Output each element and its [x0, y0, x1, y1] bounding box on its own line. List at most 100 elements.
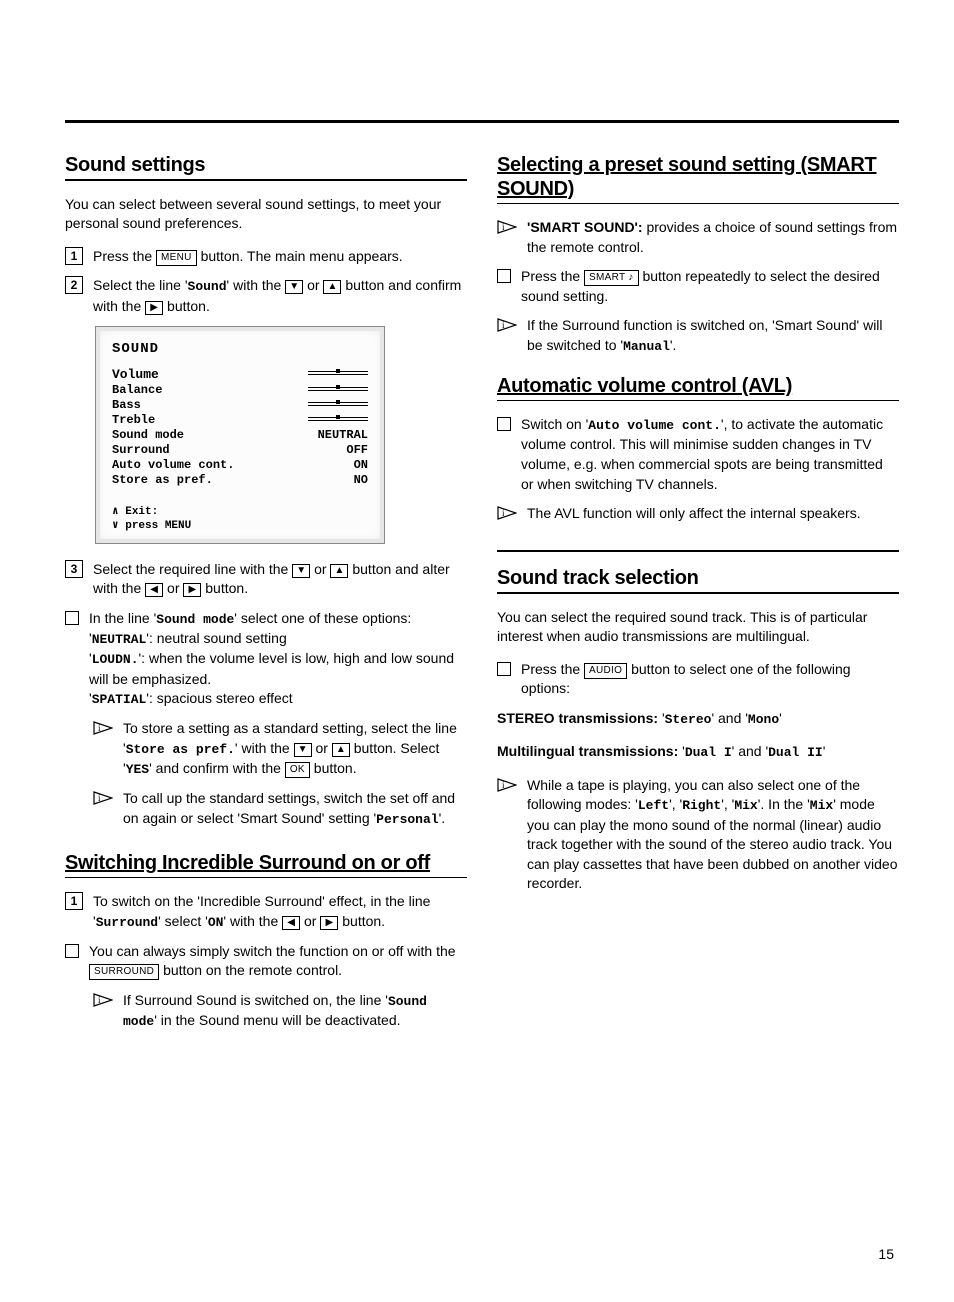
- avl-switch: Switch on 'Auto volume cont.', to activa…: [497, 415, 899, 494]
- mono: Dual I: [685, 745, 732, 760]
- mono: Mix: [810, 798, 833, 813]
- right-arrow-icon: ▶: [320, 916, 338, 930]
- text: ' and ': [711, 710, 747, 726]
- slider-icon: [308, 371, 368, 375]
- up-arrow-icon: ▲: [330, 564, 348, 578]
- text: ' with the: [235, 740, 294, 756]
- text: button.: [310, 760, 357, 776]
- down-arrow-icon: ▼: [294, 743, 312, 757]
- text: If Surround Sound is switched on, the li…: [123, 992, 388, 1008]
- mono: Store as pref.: [126, 742, 235, 757]
- rule: [497, 550, 899, 552]
- text: or: [310, 561, 330, 577]
- text: If the Surround function is switched on,…: [527, 316, 899, 356]
- bold: STEREO transmissions:: [497, 710, 662, 726]
- text: Select the line ': [93, 277, 188, 293]
- osd-row: SurroundOFF: [112, 443, 368, 458]
- osd-label: Surround: [112, 443, 170, 458]
- text: Select the required line with the: [93, 561, 292, 577]
- multi-line: Multilingual transmissions: 'Dual I' and…: [497, 742, 899, 762]
- heading-sound-settings: Sound settings: [65, 153, 467, 177]
- step-number: 1: [65, 247, 83, 265]
- text: or: [163, 580, 183, 596]
- rule: [497, 400, 899, 401]
- page-top-rule: [65, 120, 899, 123]
- heading-smart-sound: Selecting a preset sound setting (SMART …: [497, 153, 899, 201]
- mono: Mix: [734, 798, 757, 813]
- text: Press the: [93, 248, 156, 264]
- text: button.: [201, 580, 248, 596]
- step-number: 3: [65, 560, 83, 578]
- left-arrow-icon: ◀: [145, 583, 163, 597]
- osd-footer: ∧ Exit: ∨ press MENU: [112, 506, 368, 532]
- info-icon: i: [93, 720, 113, 736]
- osd-label: Volume: [112, 367, 159, 383]
- soundtrack-intro: You can select the required sound track.…: [497, 608, 899, 646]
- surround-tip: i If Surround Sound is switched on, the …: [93, 991, 467, 1031]
- osd-label: Auto volume cont.: [112, 458, 234, 473]
- osd-value: NO: [354, 473, 368, 488]
- osd-label: Bass: [112, 398, 141, 413]
- soundtrack-press: Press the AUDIO button to select one of …: [497, 660, 899, 699]
- rule: [65, 877, 467, 878]
- mono: YES: [126, 762, 149, 777]
- osd-foot1: ∧ Exit:: [112, 506, 368, 519]
- avl-tip: i The AVL function will only affect the …: [497, 504, 899, 524]
- tape-tip: i While a tape is playing, you can also …: [497, 776, 899, 894]
- text: While a tape is playing, you can also se…: [527, 776, 899, 894]
- text: To switch on the 'Incredible Surround' e…: [93, 892, 467, 932]
- text: or: [300, 913, 320, 929]
- mono: LOUDN.: [92, 652, 139, 667]
- rule: [497, 592, 899, 594]
- osd-label: Balance: [112, 383, 162, 398]
- osd-row: Store as pref.NO: [112, 473, 368, 488]
- up-arrow-icon: ▲: [323, 280, 341, 294]
- osd-screen: SOUND VolumeBalanceBassTrebleSound modeN…: [95, 326, 385, 544]
- text: ': [779, 710, 782, 726]
- mono: Manual: [623, 339, 670, 354]
- rule: [65, 179, 467, 181]
- mono: SPATIAL: [92, 692, 147, 707]
- text: ', ': [721, 796, 734, 812]
- step-text: Select the line 'Sound' with the ▼ or ▲ …: [93, 276, 467, 316]
- rule: [497, 203, 899, 204]
- left-arrow-icon: ◀: [282, 916, 300, 930]
- heading-soundtrack: Sound track selection: [497, 566, 899, 590]
- menu-button-label: MENU: [156, 250, 197, 266]
- heading-avl: Automatic volume control (AVL): [497, 374, 899, 398]
- mono: ON: [208, 915, 224, 930]
- checkbox-icon: [497, 269, 511, 283]
- right-arrow-icon: ▶: [145, 301, 163, 315]
- text: You can always simply switch the functio…: [89, 942, 467, 981]
- smart-sound-info: i 'SMART SOUND': provides a choice of so…: [497, 218, 899, 257]
- text: or: [303, 277, 323, 293]
- text: '.: [670, 337, 677, 353]
- text: If the Surround function is switched on,…: [527, 317, 883, 353]
- text: ': neutral sound setting: [146, 630, 286, 646]
- page-number: 15: [878, 1246, 894, 1262]
- text: If Surround Sound is switched on, the li…: [123, 991, 467, 1031]
- step-text: Press the MENU button. The main menu app…: [93, 247, 467, 267]
- down-arrow-icon: ▼: [285, 280, 303, 294]
- mono: Sound: [188, 279, 227, 294]
- osd-rows: VolumeBalanceBassTrebleSound modeNEUTRAL…: [112, 367, 368, 488]
- text: ' and ': [732, 743, 768, 759]
- osd-row: Volume: [112, 367, 368, 383]
- osd-foot2: ∨ press MENU: [112, 520, 368, 533]
- smart-sound-press: Press the SMART ♪ button repeatedly to s…: [497, 267, 899, 306]
- text: Press the SMART ♪ button repeatedly to s…: [521, 267, 899, 306]
- osd-row: Bass: [112, 398, 368, 413]
- surround-step-1: 1 To switch on the 'Incredible Surround'…: [65, 892, 467, 932]
- osd-label: Treble: [112, 413, 155, 428]
- mono: Personal: [376, 812, 438, 827]
- text: ' select one of these options:: [234, 610, 411, 626]
- bold: 'SMART SOUND':: [527, 219, 646, 235]
- osd-row: Treble: [112, 413, 368, 428]
- text: ' in the Sound menu will be deactivated.: [154, 1012, 400, 1028]
- text: Press the AUDIO button to select one of …: [521, 660, 899, 699]
- osd-row: Balance: [112, 383, 368, 398]
- mono: Sound mode: [156, 612, 234, 627]
- step-2: 2 Select the line 'Sound' with the ▼ or …: [65, 276, 467, 316]
- bold: Multilingual transmissions:: [497, 743, 682, 759]
- step-1: 1 Press the MENU button. The main menu a…: [65, 247, 467, 267]
